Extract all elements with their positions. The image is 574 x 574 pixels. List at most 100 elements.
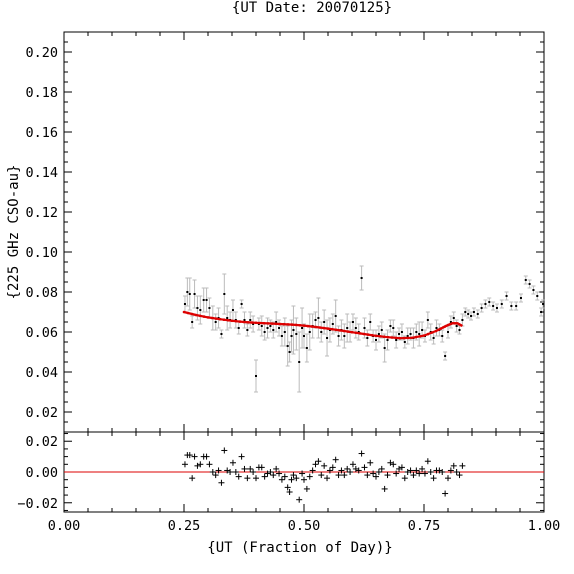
residual-point [191, 453, 198, 460]
fit-curve-marker [262, 321, 266, 325]
fit-curve-marker [398, 336, 402, 340]
tau-point [290, 335, 293, 337]
y-tick-label: 0.04 [25, 365, 58, 381]
residual-point [301, 476, 307, 483]
fit-curve-marker [270, 322, 274, 325]
fit-curve-marker [254, 321, 258, 325]
tau-point [470, 315, 473, 317]
y-tick-label: 0.08 [25, 285, 58, 301]
tau-point [435, 327, 438, 329]
tau-point [272, 329, 275, 331]
residual-point [247, 465, 254, 472]
tau-point [186, 291, 189, 293]
fit-curve-marker [402, 336, 406, 340]
fit-curve-marker [437, 328, 440, 332]
tau-point [231, 309, 234, 311]
tau-point [240, 303, 243, 305]
fit-curve-marker [426, 332, 430, 336]
residual-point [197, 461, 204, 468]
residual-point [338, 467, 345, 474]
residual-point [332, 456, 339, 463]
tau-point [392, 327, 395, 329]
tau-point [458, 329, 461, 331]
fit-curve-marker [378, 334, 382, 338]
residual-point [430, 475, 437, 482]
fit-curve-marker [274, 322, 278, 326]
residual-point [321, 462, 328, 469]
fit-curve [182, 310, 463, 340]
fit-curve-marker [246, 320, 250, 324]
tau-point [542, 303, 545, 305]
fit-curve-marker [266, 322, 270, 325]
residual-point [309, 467, 316, 474]
y-tick-label: 0.12 [25, 205, 58, 221]
tau-point [464, 311, 467, 313]
tau-point [447, 331, 449, 333]
residual-point [436, 467, 443, 474]
residual-point [315, 458, 322, 465]
fit-curve-marker [350, 330, 354, 334]
fit-curve-marker [250, 321, 254, 324]
tau-point [314, 319, 317, 321]
tau-point [406, 335, 409, 337]
residual-point [373, 473, 379, 480]
fit-curve-marker [286, 323, 290, 326]
tau-point [536, 295, 539, 297]
tau-point [288, 351, 291, 353]
tau-point [472, 311, 475, 313]
tau-point [395, 339, 398, 341]
residual-point [286, 489, 293, 495]
y-tick-label: 0.02 [25, 405, 58, 421]
residual-point [270, 472, 277, 479]
y-tick-label: 0.02 [25, 434, 58, 450]
fit-curve-marker [318, 326, 322, 329]
fit-curve-marker [326, 327, 330, 330]
residual-point [264, 470, 271, 477]
fit-curve-marker [422, 334, 426, 337]
tau-point [452, 317, 455, 319]
x-tick-labels: 0.00 0.25 0.50 0.75 1.00 [48, 518, 561, 534]
residual-point [229, 459, 236, 466]
fit-curve-marker [234, 319, 238, 323]
residual-point [375, 469, 382, 475]
tau-point [415, 331, 418, 333]
tau-point [252, 323, 255, 325]
tau-point [409, 333, 412, 335]
tau-point [269, 325, 272, 327]
tau-point [343, 335, 346, 337]
fit-curve-marker [354, 331, 358, 335]
fit-curve-marker [362, 332, 366, 336]
tau-point [400, 331, 403, 333]
fit-curve-marker [202, 315, 206, 318]
tau-point [183, 303, 186, 305]
tau-point [249, 319, 252, 321]
fit-curve-marker [210, 316, 214, 320]
y-tick-label: 0.10 [25, 245, 58, 261]
residual-point [293, 475, 300, 482]
tau-point [208, 307, 211, 309]
x-tick-label: 0.75 [408, 518, 441, 534]
residual-point [221, 447, 228, 454]
residual-point [419, 465, 426, 472]
residual-point [203, 453, 210, 460]
residual-point [206, 461, 213, 468]
residual-point [456, 472, 463, 479]
residual-point [370, 470, 377, 477]
tau-point [492, 305, 495, 307]
tau-point [510, 305, 513, 307]
tau-point [505, 295, 508, 297]
fit-curve-marker [282, 322, 286, 326]
residual-point [404, 469, 411, 475]
fit-curve-marker [346, 330, 350, 333]
fit-curve-marker [198, 314, 202, 318]
tau-point [519, 297, 522, 299]
chart-title: {UT Date: 20070125} [232, 0, 392, 16]
residual-point [393, 470, 400, 477]
tau-point [467, 313, 470, 315]
tau-point [295, 333, 298, 335]
residual-point [273, 465, 280, 472]
tau-point [237, 327, 240, 329]
residual-point [427, 469, 434, 475]
fit-curve-marker [410, 336, 414, 340]
fit-curve-marker [230, 319, 234, 323]
